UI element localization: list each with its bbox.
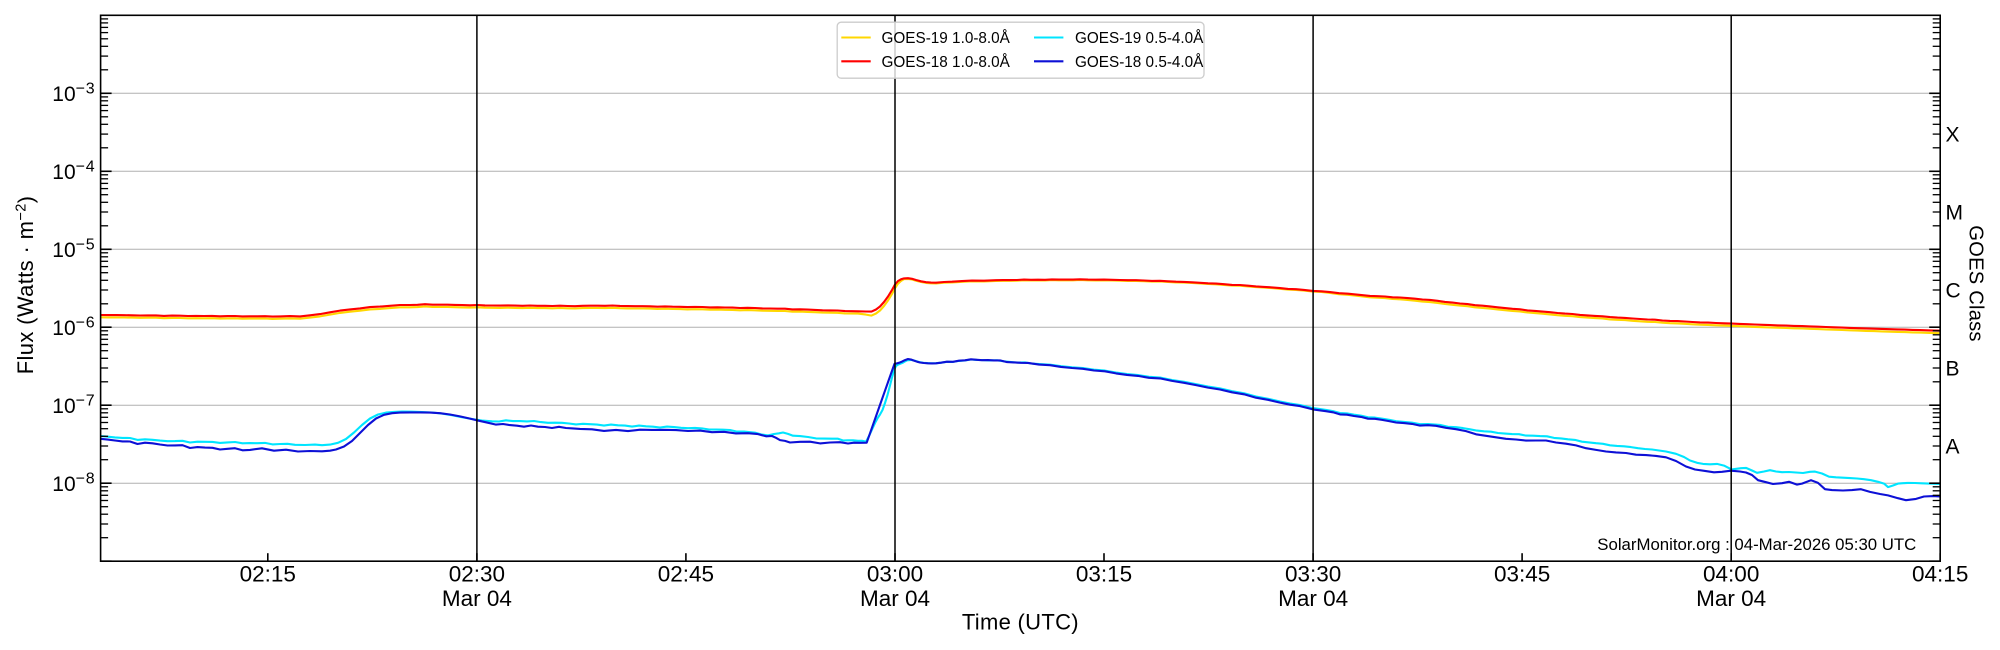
svg-text:GOES-19 1.0-8.0Å: GOES-19 1.0-8.0Å	[882, 30, 1011, 47]
svg-text:Mar 04: Mar 04	[1696, 586, 1766, 611]
svg-text:Flux (Watts · m−2): Flux (Watts · m−2)	[13, 196, 38, 375]
svg-text:10−6: 10−6	[52, 314, 95, 340]
svg-text:B: B	[1946, 357, 1960, 380]
svg-text:02:45: 02:45	[658, 562, 714, 587]
svg-text:02:30: 02:30	[449, 562, 505, 587]
svg-text:X: X	[1946, 123, 1960, 146]
svg-text:Time (UTC): Time (UTC)	[962, 610, 1079, 635]
svg-text:03:00: 03:00	[867, 562, 923, 587]
svg-text:03:30: 03:30	[1285, 562, 1341, 587]
svg-text:GOES-18 1.0-8.0Å: GOES-18 1.0-8.0Å	[882, 54, 1011, 71]
svg-text:04:00: 04:00	[1703, 562, 1759, 587]
svg-text:03:45: 03:45	[1494, 562, 1550, 587]
svg-text:Mar 04: Mar 04	[860, 586, 930, 611]
svg-text:A: A	[1946, 435, 1960, 458]
svg-text:GOES Class: GOES Class	[1965, 225, 1987, 341]
svg-text:GOES-19 0.5-4.0Å: GOES-19 0.5-4.0Å	[1075, 30, 1204, 47]
svg-text:03:15: 03:15	[1076, 562, 1132, 587]
svg-text:04:15: 04:15	[1912, 562, 1968, 587]
svg-text:SolarMonitor.org : 04-Mar-2026: SolarMonitor.org : 04-Mar-2026 05:30 UTC	[1597, 535, 1916, 554]
svg-text:C: C	[1946, 279, 1961, 302]
svg-text:M: M	[1946, 201, 1964, 224]
svg-text:02:15: 02:15	[240, 562, 296, 587]
svg-text:Mar 04: Mar 04	[1278, 586, 1348, 611]
svg-text:Mar 04: Mar 04	[442, 586, 512, 611]
svg-text:GOES-18 0.5-4.0Å: GOES-18 0.5-4.0Å	[1075, 54, 1204, 71]
